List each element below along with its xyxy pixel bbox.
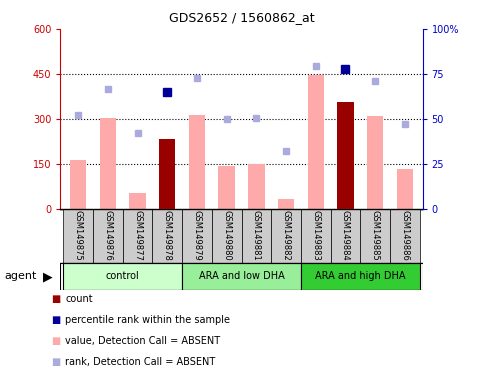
Bar	[63, 209, 93, 263]
Bar	[99, 118, 116, 209]
Text: value, Detection Call = ABSENT: value, Detection Call = ABSENT	[65, 336, 220, 346]
Text: ARA and low DHA: ARA and low DHA	[199, 271, 284, 281]
Text: ■: ■	[51, 294, 60, 304]
Text: GSM149882: GSM149882	[282, 210, 291, 260]
Text: GDS2652 / 1560862_at: GDS2652 / 1560862_at	[169, 12, 314, 25]
Bar	[397, 169, 413, 209]
Bar	[212, 209, 242, 263]
Text: ■: ■	[51, 336, 60, 346]
Bar	[182, 209, 212, 263]
Text: ■: ■	[51, 357, 60, 367]
Bar	[218, 166, 235, 209]
Bar	[330, 209, 360, 263]
Text: GSM149880: GSM149880	[222, 210, 231, 260]
Bar	[63, 263, 182, 290]
Text: GSM149885: GSM149885	[370, 210, 380, 260]
Bar	[182, 263, 301, 290]
Bar	[301, 209, 330, 263]
Text: ARA and high DHA: ARA and high DHA	[315, 271, 406, 281]
Bar	[123, 209, 153, 263]
Text: count: count	[65, 294, 93, 304]
Bar	[367, 116, 384, 209]
Text: GSM149883: GSM149883	[311, 210, 320, 260]
Bar	[93, 209, 123, 263]
Bar	[159, 139, 175, 209]
Text: GSM149881: GSM149881	[252, 210, 261, 260]
Bar	[308, 75, 324, 209]
Bar	[70, 160, 86, 209]
Text: rank, Detection Call = ABSENT: rank, Detection Call = ABSENT	[65, 357, 215, 367]
Bar	[129, 193, 146, 209]
Bar	[242, 209, 271, 263]
Text: GSM149878: GSM149878	[163, 210, 172, 260]
Bar	[248, 164, 265, 209]
Bar	[390, 209, 420, 263]
Text: GSM149879: GSM149879	[192, 210, 201, 260]
Bar	[189, 114, 205, 209]
Text: control: control	[106, 271, 140, 281]
Text: ■: ■	[51, 315, 60, 325]
Text: GSM149875: GSM149875	[74, 210, 83, 260]
Text: GSM149876: GSM149876	[103, 210, 113, 260]
Text: GSM149884: GSM149884	[341, 210, 350, 260]
Text: ▶: ▶	[43, 270, 52, 283]
Text: GSM149886: GSM149886	[400, 210, 409, 260]
Bar	[337, 103, 354, 209]
Bar	[360, 209, 390, 263]
Bar	[278, 199, 294, 209]
Text: agent: agent	[5, 271, 37, 281]
Bar	[153, 209, 182, 263]
Bar	[271, 209, 301, 263]
Text: GSM149877: GSM149877	[133, 210, 142, 260]
Text: percentile rank within the sample: percentile rank within the sample	[65, 315, 230, 325]
Bar	[301, 263, 420, 290]
